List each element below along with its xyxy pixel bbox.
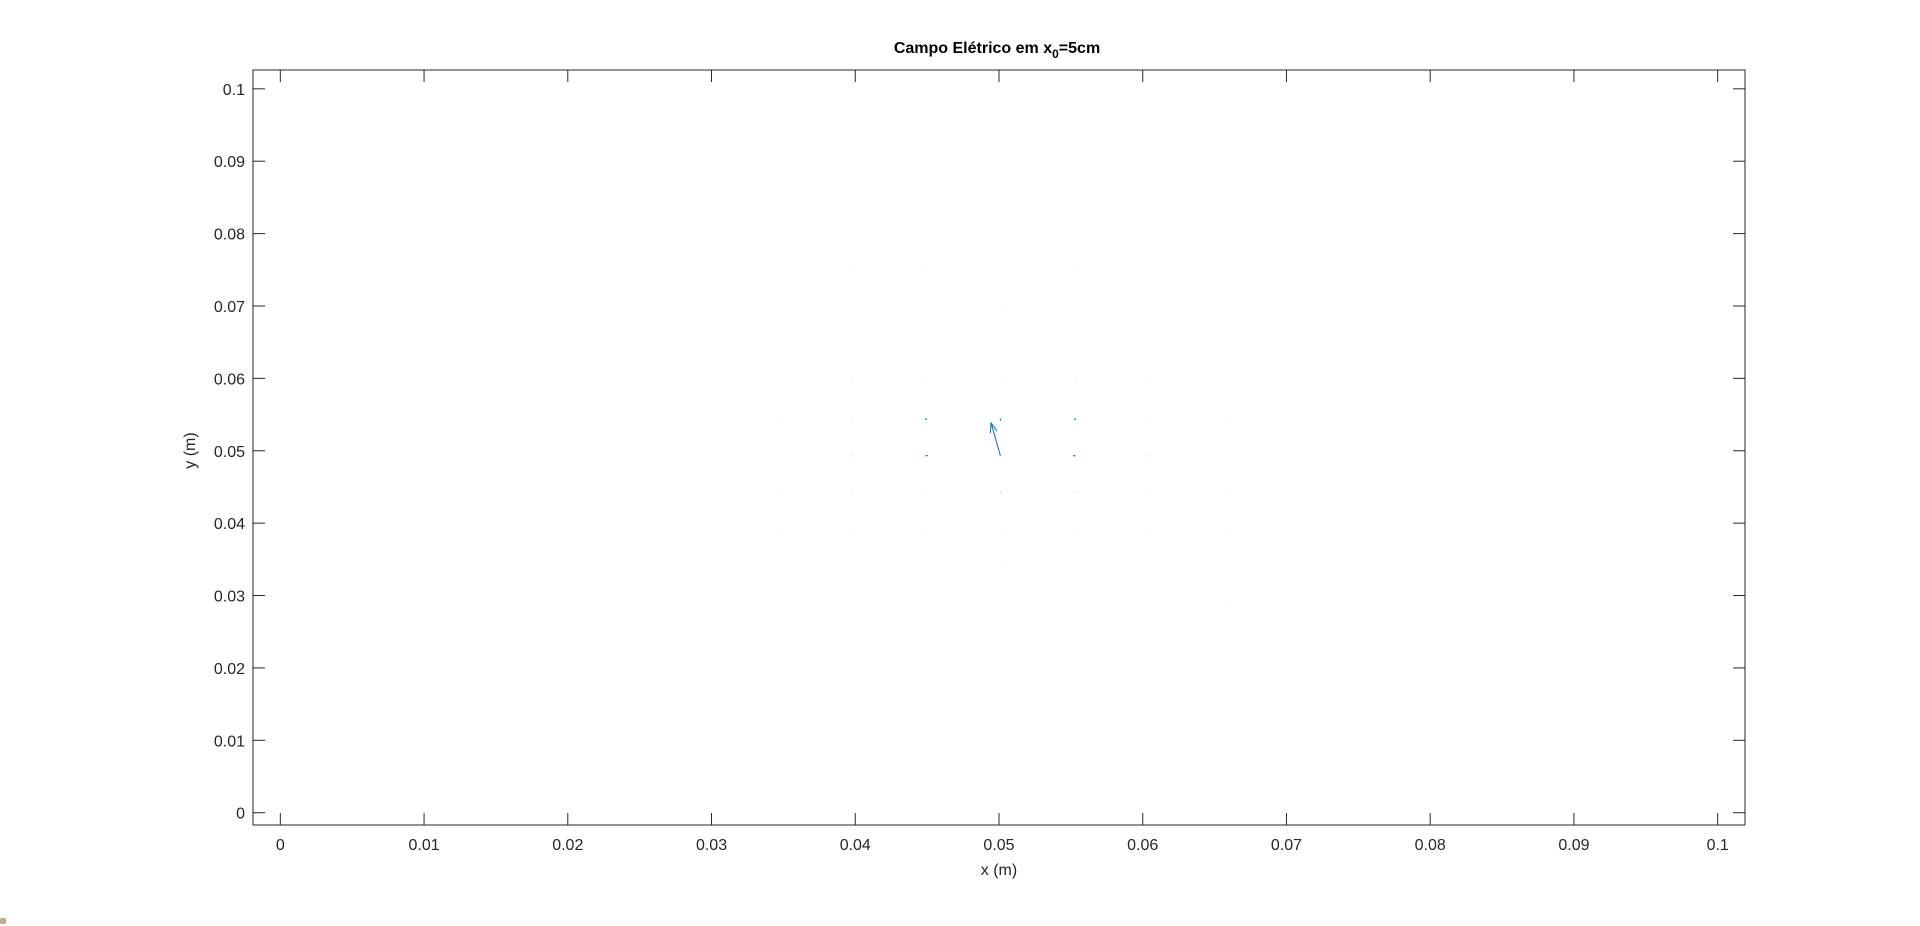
y-tick-label: 0.01 [214,733,245,750]
y-tick-label: 0.07 [214,299,245,316]
field-arrow [989,421,1001,456]
plot-area-frame [252,69,1746,826]
x-tick-label: 0.02 [552,837,583,854]
x-axis-label: x (m) [981,862,1017,879]
x-axis-ticks: 0 0.01 0.02 0.03 0.04 0.05 0.06 0.07 0.08 0.09 0.1 [276,70,1729,854]
x-tick-label: 0 [276,837,285,854]
field-arrow [1073,417,1076,420]
field-arrow [1072,454,1076,457]
x-tick-label: 0.08 [1415,837,1446,854]
field-arrows [252,86,1674,826]
x-tick-label: 0.07 [1271,837,1302,854]
field-arrow [925,454,929,457]
y-tick-label: 0.02 [214,661,245,678]
y-tick-label: 0.09 [214,154,245,171]
chart-title: Campo Elétrico em x0=5cm [894,40,1100,61]
x-tick-label: 0.06 [1127,837,1158,854]
y-axis-ticks: 0 0.01 0.02 0.03 0.04 0.05 0.06 0.07 0.08 0.09 0.1 [214,82,1745,823]
y-tick-label: 0.04 [214,516,245,533]
x-tick-label: 0.1 [1707,837,1729,854]
y-axis-label: y (m) [182,432,199,468]
corner-mark [0,918,6,924]
x-tick-label: 0.03 [696,837,727,854]
y-tick-label: 0.03 [214,589,245,606]
field-arrow [999,418,1002,422]
x-tick-label: 0.05 [983,837,1014,854]
y-tick-label: 0.1 [223,82,245,99]
y-tick-label: 0 [236,806,245,823]
field-arrow [925,417,928,420]
y-tick-label: 0.05 [214,444,245,461]
x-tick-label: 0.01 [408,837,439,854]
x-tick-label: 0.09 [1558,837,1589,854]
y-tick-label: 0.08 [214,227,245,244]
x-tick-label: 0.04 [840,837,871,854]
y-tick-label: 0.06 [214,371,245,388]
